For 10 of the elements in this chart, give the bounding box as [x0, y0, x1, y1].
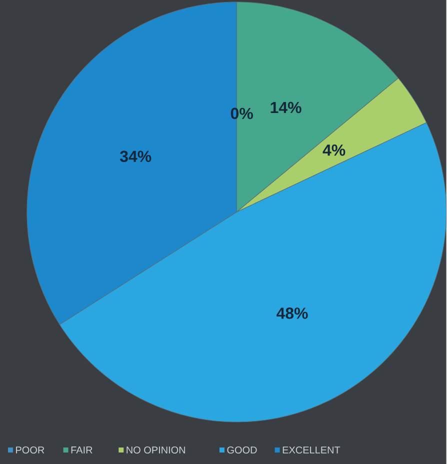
legend-label: EXCELLENT — [283, 446, 340, 454]
data-label: 34% — [120, 150, 152, 162]
legend-label: POOR — [16, 446, 44, 454]
legend-label: NO OPINION — [126, 446, 186, 454]
data-label: 48% — [276, 308, 308, 319]
data-label: 14% — [270, 102, 302, 114]
legend-label: GOOD — [227, 446, 257, 454]
data-label: 4% — [322, 144, 346, 156]
text: 0% — [231, 108, 254, 120]
legend-label: FAIR — [72, 446, 92, 454]
